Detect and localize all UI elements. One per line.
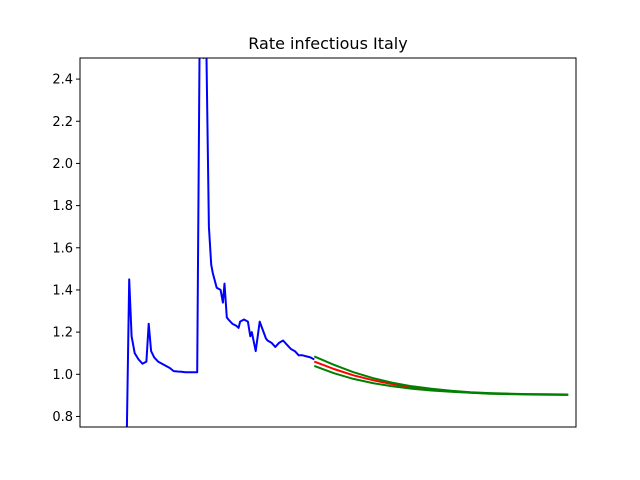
y-tick-label: 1.0 <box>52 368 73 383</box>
y-tick-label: 2.0 <box>52 157 73 172</box>
y-tick-label: 1.2 <box>52 326 73 341</box>
y-axis: 0.8 1.0 1.2 1.4 1.6 1.8 2.0 2.2 2.4 <box>52 73 80 425</box>
y-tick-label: 1.6 <box>52 241 73 256</box>
series-layer <box>125 58 569 427</box>
series-line-0 <box>125 58 315 427</box>
series-line-3 <box>313 364 569 396</box>
y-tick-label: 0.8 <box>52 410 73 425</box>
y-tick-label: 2.4 <box>52 73 73 88</box>
y-tick-label: 1.4 <box>52 283 73 298</box>
y-tick-label: 2.2 <box>52 115 73 130</box>
y-tick-label: 1.8 <box>52 199 73 214</box>
chart-title: Rate infectious Italy <box>248 34 407 53</box>
plot-frame <box>79 57 577 428</box>
